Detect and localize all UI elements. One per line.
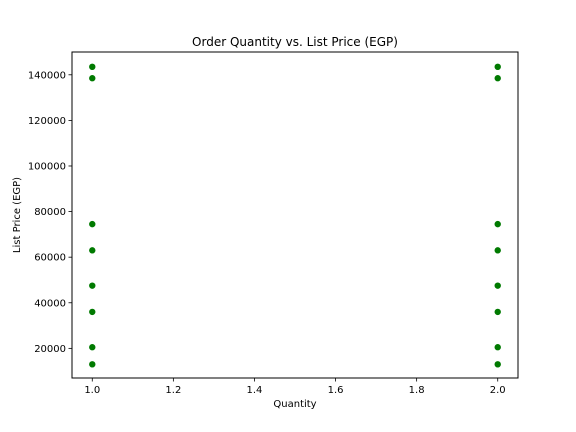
y-tick-label: 40000 bbox=[34, 298, 66, 309]
data-point bbox=[493, 246, 502, 255]
x-tick-label: 1.0 bbox=[84, 385, 100, 396]
data-point bbox=[88, 360, 97, 369]
plot-area-frame bbox=[71, 51, 519, 379]
y-tick-label: 20000 bbox=[34, 344, 66, 355]
x-tick-label: 1.8 bbox=[409, 385, 425, 396]
y-tick-label: 80000 bbox=[34, 207, 66, 218]
y-tick-label: 60000 bbox=[34, 253, 66, 264]
data-point bbox=[493, 281, 502, 290]
y-tick-label: 140000 bbox=[28, 70, 66, 81]
data-point bbox=[493, 62, 502, 71]
y-tick-label: 120000 bbox=[28, 116, 66, 127]
data-point bbox=[88, 281, 97, 290]
data-point bbox=[88, 343, 97, 352]
x-axis: 1.0 1.2 1.4 1.6 1.8 2.0 bbox=[84, 378, 506, 396]
x-tick-label: 2.0 bbox=[490, 385, 506, 396]
data-point bbox=[493, 74, 502, 83]
data-points bbox=[88, 62, 502, 369]
y-axis-label: List Price (EGP) bbox=[12, 177, 23, 253]
data-point bbox=[88, 62, 97, 71]
data-point bbox=[493, 360, 502, 369]
data-point bbox=[88, 307, 97, 316]
x-tick-label: 1.4 bbox=[247, 385, 263, 396]
data-point bbox=[88, 246, 97, 255]
x-tick-label: 1.6 bbox=[328, 385, 344, 396]
x-tick-label: 1.2 bbox=[165, 385, 181, 396]
y-axis: 20000 40000 60000 80000 100000 120000 140000 bbox=[28, 70, 72, 355]
x-axis-label: Quantity bbox=[273, 399, 316, 410]
data-point bbox=[493, 307, 502, 316]
chart-title: Order Quantity vs. List Price (EGP) bbox=[192, 35, 398, 49]
data-point bbox=[88, 74, 97, 83]
data-point bbox=[88, 220, 97, 229]
data-point bbox=[493, 220, 502, 229]
y-tick-label: 100000 bbox=[28, 161, 66, 172]
data-point bbox=[493, 343, 502, 352]
